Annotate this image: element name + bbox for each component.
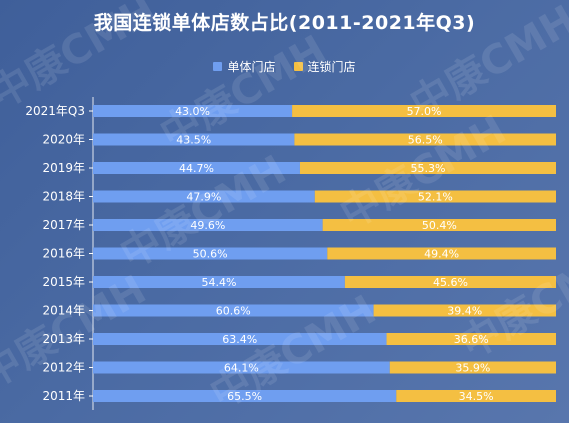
data-label-single-store: 47.9% <box>186 191 221 204</box>
data-label-chain-store: 50.4% <box>422 219 457 232</box>
bar-single-store <box>93 190 315 203</box>
bar-chain-store <box>389 361 556 374</box>
y-tick-label: 2017年 <box>42 218 85 232</box>
y-tick-label: 2018年 <box>42 190 85 204</box>
data-label-single-store: 50.6% <box>193 248 228 261</box>
data-label-single-store: 54.4% <box>201 276 236 289</box>
bar-chain-store <box>373 304 556 317</box>
y-tick-label: 2014年 <box>42 304 85 318</box>
bar-chain-store <box>322 219 556 231</box>
data-label-chain-store: 35.9% <box>455 362 490 375</box>
chart-title: 我国连锁单体店数占比(2011-2021年Q3) <box>93 12 476 34</box>
y-tick-label: 2015年 <box>42 275 85 289</box>
data-label-chain-store: 55.3% <box>411 162 446 175</box>
bar-chain-store <box>396 390 556 402</box>
bar-chain-store <box>314 190 556 203</box>
bar-single-store <box>93 219 323 231</box>
legend-label-chain-store: 连锁门店 <box>307 60 356 74</box>
bar-single-store <box>93 333 387 345</box>
data-label-chain-store: 52.1% <box>418 191 453 204</box>
bar-chain-store <box>344 276 556 288</box>
bar-chain-store <box>327 247 556 260</box>
bar-chain-store <box>292 105 556 117</box>
data-label-single-store: 65.5% <box>227 390 262 403</box>
data-label-single-store: 43.0% <box>175 105 210 118</box>
data-label-single-store: 63.4% <box>222 333 257 346</box>
data-label-chain-store: 45.6% <box>433 276 468 289</box>
data-label-single-store: 43.5% <box>176 134 211 147</box>
y-tick-label: 2016年 <box>42 247 85 261</box>
y-tick-label: 2011年 <box>42 389 85 403</box>
bar-single-store <box>93 276 345 288</box>
bar-chain-store <box>386 333 556 345</box>
data-label-single-store: 60.6% <box>216 305 251 318</box>
bar-single-store <box>93 105 293 117</box>
data-label-single-store: 64.1% <box>224 362 259 375</box>
legend-item-single-store[interactable]: 单体门店 <box>213 58 276 75</box>
data-label-chain-store: 56.5% <box>408 134 443 147</box>
bar-chain-store <box>299 162 556 174</box>
y-tick-label: 2013年 <box>42 332 85 346</box>
legend[interactable]: 单体门店 连锁门店 <box>0 58 569 75</box>
bar-single-store <box>93 133 295 146</box>
data-label-chain-store: 49.4% <box>424 248 459 261</box>
bar-single-store <box>93 361 390 374</box>
data-label-chain-store: 39.4% <box>447 305 482 318</box>
data-label-chain-store: 57.0% <box>407 105 442 118</box>
legend-item-chain-store[interactable]: 连锁门店 <box>293 58 356 75</box>
bar-single-store <box>93 247 328 260</box>
bar-single-store <box>93 390 397 402</box>
legend-swatch-chain-store <box>293 62 303 71</box>
legend-label-single-store: 单体门店 <box>227 60 276 74</box>
data-label-single-store: 44.7% <box>179 162 214 175</box>
legend-swatch-single-store <box>213 62 223 71</box>
data-label-single-store: 49.6% <box>190 219 225 232</box>
bar-single-store <box>93 162 300 174</box>
data-label-chain-store: 34.5% <box>459 390 494 403</box>
y-tick-label: 2019年 <box>42 161 85 175</box>
data-label-chain-store: 36.6% <box>454 333 489 346</box>
y-tick-label: 2020年 <box>42 133 85 147</box>
y-tick-label: 2021年Q3 <box>25 104 85 118</box>
bar-single-store <box>93 304 374 317</box>
y-tick-label: 2012年 <box>42 361 85 375</box>
bar-chain-store <box>294 133 556 146</box>
